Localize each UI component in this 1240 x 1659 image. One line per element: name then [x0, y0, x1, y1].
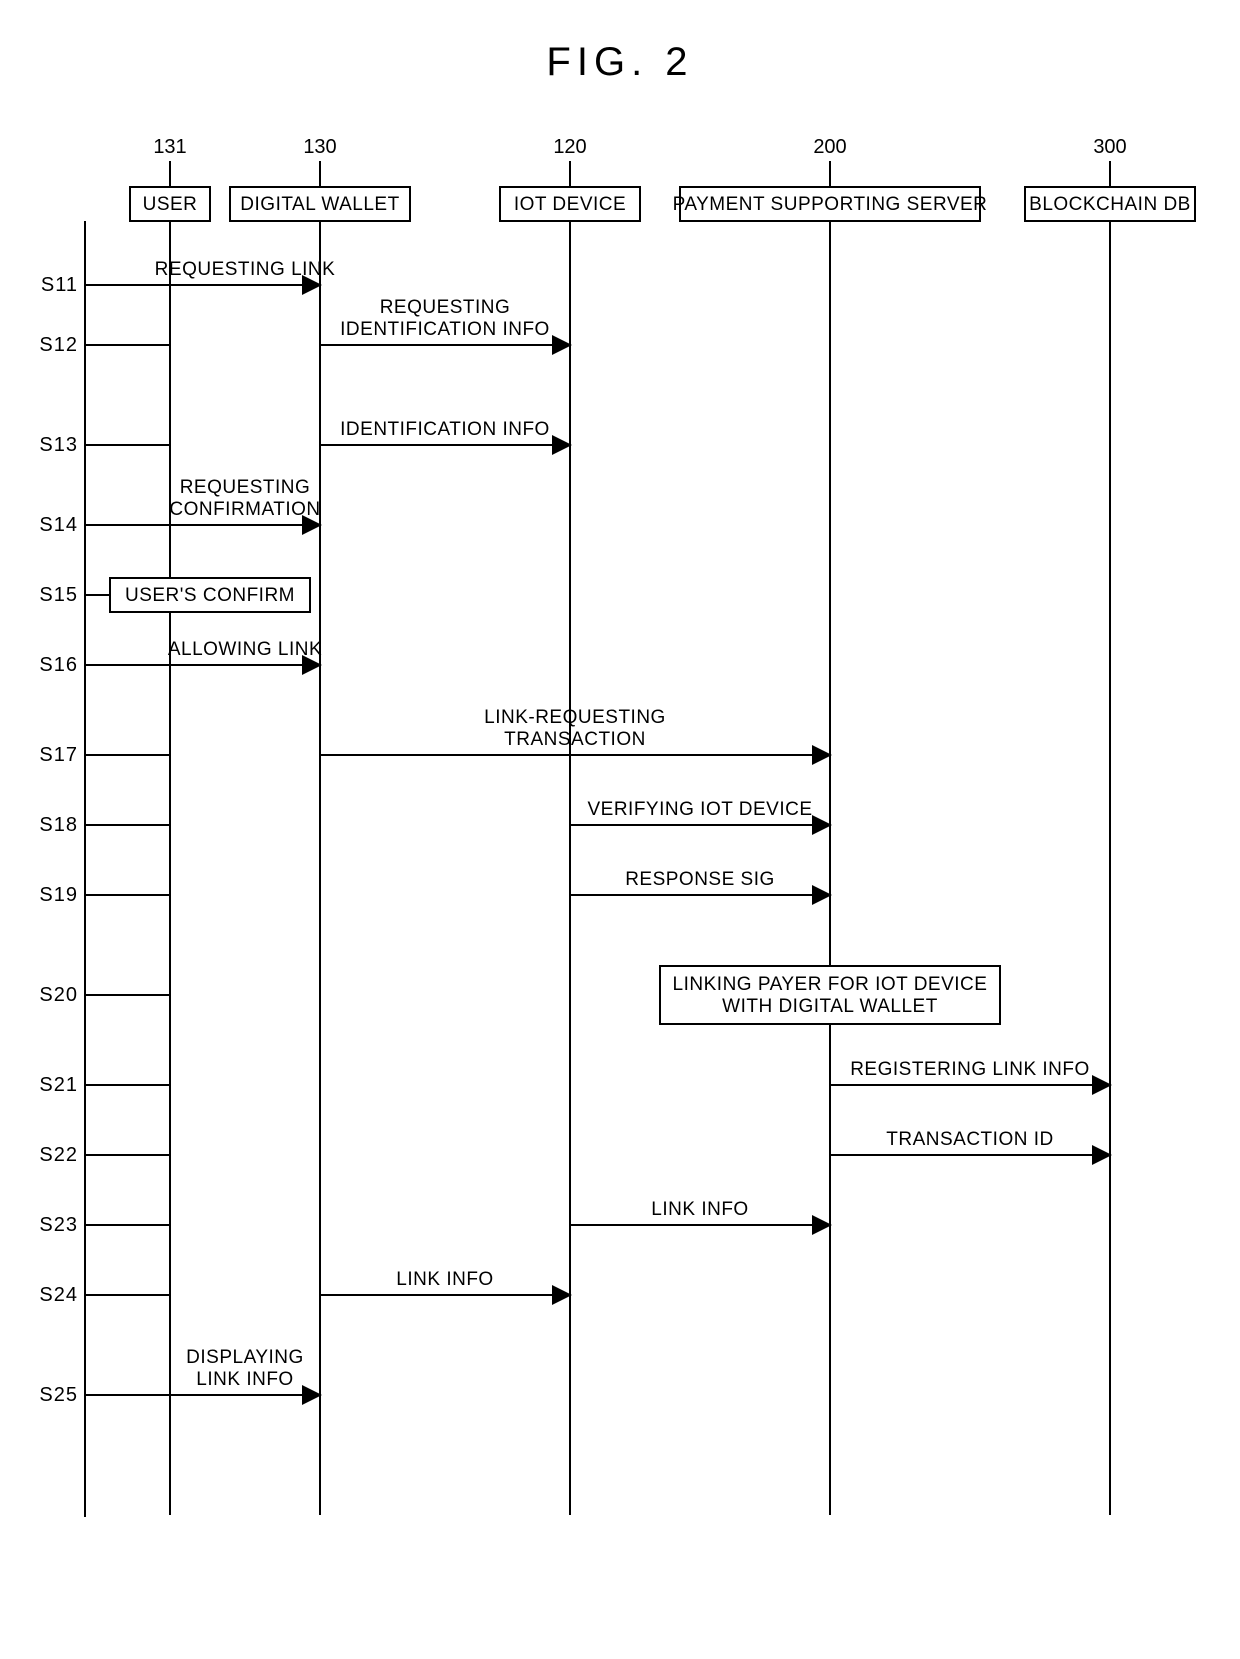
step-S24: S24 — [40, 1284, 78, 1306]
msg-S18-0: VERIFYING IOT DEVICE — [587, 799, 812, 820]
step-S12: S12 — [40, 334, 78, 356]
actor-num-iot: 120 — [553, 136, 586, 158]
box-label-S20-1: WITH DIGITAL WALLET — [722, 996, 938, 1017]
actor-label-server: PAYMENT SUPPORTING SERVER — [673, 194, 988, 215]
actor-label-wallet: DIGITAL WALLET — [240, 194, 399, 215]
step-S14: S14 — [40, 514, 78, 536]
step-S16: S16 — [40, 654, 78, 676]
msg-S17-0: LINK-REQUESTING — [484, 707, 666, 728]
step-S18: S18 — [40, 814, 78, 836]
step-S19: S19 — [40, 884, 78, 906]
actor-label-db: BLOCKCHAIN DB — [1029, 194, 1191, 215]
step-S13: S13 — [40, 434, 78, 456]
step-S11: S11 — [41, 274, 78, 296]
msg-S12-0: REQUESTING — [380, 297, 511, 318]
actor-num-user: 131 — [153, 136, 186, 158]
box-label-S15-0: USER'S CONFIRM — [125, 585, 295, 606]
step-S23: S23 — [40, 1214, 78, 1236]
step-S22: S22 — [40, 1144, 78, 1166]
msg-S25-0: DISPLAYING — [186, 1347, 304, 1368]
figure-title: FIG. 2 — [40, 40, 1200, 85]
msg-S14-1: CONFIRMATION — [169, 499, 320, 520]
msg-S13-0: IDENTIFICATION INFO — [340, 419, 550, 440]
actor-num-db: 300 — [1093, 136, 1126, 158]
msg-S11-0: REQUESTING LINK — [155, 259, 336, 280]
step-S21: S21 — [40, 1074, 78, 1096]
msg-S25-1: LINK INFO — [196, 1369, 293, 1390]
step-S25: S25 — [40, 1384, 78, 1406]
actor-num-wallet: 130 — [303, 136, 336, 158]
step-S15: S15 — [40, 584, 78, 606]
msg-S17-1: TRANSACTION — [504, 729, 646, 750]
msg-S23-0: LINK INFO — [651, 1199, 748, 1220]
msg-S12-1: IDENTIFICATION INFO — [340, 319, 550, 340]
actor-num-server: 200 — [813, 136, 846, 158]
msg-S24-0: LINK INFO — [396, 1269, 493, 1290]
step-S17: S17 — [40, 744, 78, 766]
msg-S19-0: RESPONSE SIG — [625, 869, 775, 890]
actor-label-user: USER — [143, 194, 198, 215]
msg-S22-0: TRANSACTION ID — [886, 1129, 1053, 1150]
step-S20: S20 — [40, 984, 78, 1006]
msg-S16-0: ALLOWING LINK — [168, 639, 322, 660]
msg-S21-0: REGISTERING LINK INFO — [850, 1059, 1090, 1080]
box-label-S20-0: LINKING PAYER FOR IOT DEVICE — [673, 974, 988, 995]
actor-label-iot: IOT DEVICE — [514, 194, 626, 215]
msg-S14-0: REQUESTING — [180, 477, 311, 498]
sequence-diagram: 131 USER 130 DIGITAL WALLET 120 IOT DEVICE 200… — [40, 115, 1200, 1535]
